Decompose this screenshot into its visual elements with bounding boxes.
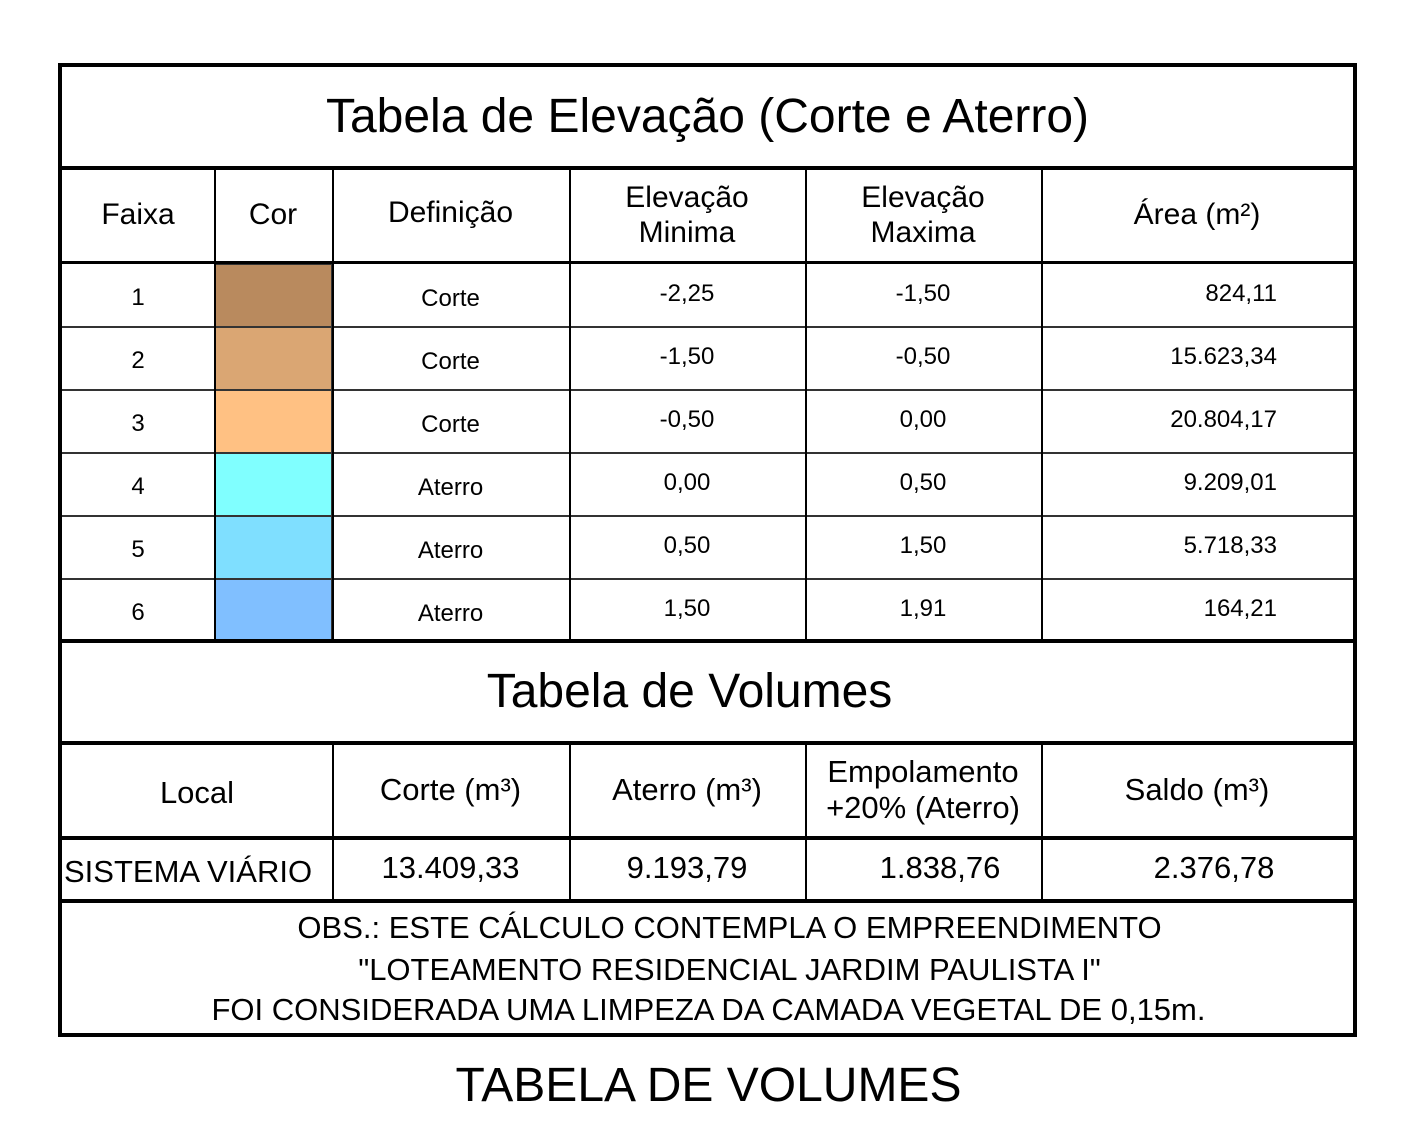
row-divider	[62, 452, 1353, 454]
volume-table-title: Tabela de Volumes	[486, 665, 893, 719]
divider	[62, 639, 1353, 643]
header-area: Área (m²)	[1133, 198, 1261, 232]
elev-max-cell: 1,50	[899, 531, 947, 559]
header-definicao: Definição	[387, 196, 514, 230]
volume-local: SISTEMA VIÁRIO	[64, 853, 313, 889]
obs-line-3: FOI CONSIDERADA UMA LIMPEZA DA CAMADA VE…	[211, 992, 1206, 1027]
area-cell: 15.623,34	[1170, 342, 1277, 370]
elev-min-cell: 0,50	[663, 531, 711, 559]
color-swatch	[215, 579, 332, 642]
row-divider	[62, 578, 1353, 580]
header-aterro: Aterro (m³)	[612, 771, 762, 807]
color-swatch	[215, 390, 332, 453]
col-divider	[805, 170, 807, 639]
color-swatch	[215, 516, 332, 579]
divider	[62, 261, 1353, 264]
volume-table-frame: Tabela de Elevação (Corte e Aterro) Faix…	[58, 63, 1357, 1037]
col-divider	[569, 170, 571, 639]
elev-min-cell: -2,25	[659, 279, 715, 307]
col-divider	[332, 745, 334, 899]
elev-max-cell: -0,50	[895, 342, 951, 370]
header-empolamento: Empolamento +20% (Aterro)	[826, 753, 1020, 825]
elev-max-cell: 0,00	[899, 405, 947, 433]
header-corte: Corte (m³)	[379, 771, 522, 807]
definicao-cell: Corte	[421, 347, 480, 375]
col-divider	[805, 745, 807, 899]
faixa-cell: 6	[131, 598, 145, 626]
elev-max-cell: 1,91	[899, 594, 947, 622]
area-cell: 824,11	[1205, 279, 1277, 307]
col-divider	[569, 745, 571, 899]
definicao-cell: Aterro	[417, 599, 484, 627]
divider	[62, 836, 1353, 840]
area-cell: 20.804,17	[1170, 405, 1277, 433]
volume-saldo: 2.376,78	[1153, 849, 1275, 885]
volume-empolamento: 1.838,76	[879, 849, 1001, 885]
row-divider	[62, 389, 1353, 391]
faixa-cell: 1	[131, 283, 145, 311]
header-elevacao-minima: Elevação Minima	[625, 181, 749, 249]
elevation-table-title: Tabela de Elevação (Corte e Aterro)	[325, 89, 1090, 143]
col-divider	[1041, 745, 1043, 899]
page-caption: TABELA DE VOLUMES	[455, 1059, 962, 1112]
volume-aterro: 9.193,79	[626, 849, 748, 885]
definicao-cell: Aterro	[417, 473, 484, 501]
color-swatch	[215, 264, 332, 327]
color-swatch	[215, 453, 332, 516]
definicao-cell: Corte	[421, 284, 480, 312]
faixa-cell: 3	[131, 409, 145, 437]
elev-min-cell: 0,00	[663, 468, 711, 496]
definicao-cell: Corte	[421, 410, 480, 438]
color-swatch	[215, 327, 332, 390]
elev-min-cell: 1,50	[663, 594, 711, 622]
col-divider	[1041, 170, 1043, 639]
row-divider	[62, 515, 1353, 517]
elev-min-cell: -0,50	[659, 405, 715, 433]
elev-min-cell: -1,50	[659, 342, 715, 370]
faixa-cell: 2	[131, 346, 145, 374]
header-faixa: Faixa	[101, 198, 175, 232]
divider	[62, 899, 1353, 903]
elev-max-cell: 0,50	[899, 468, 947, 496]
header-cor: Cor	[248, 198, 298, 232]
header-elevacao-maxima: Elevação Maxima	[861, 181, 985, 249]
volume-corte: 13.409,33	[381, 849, 520, 885]
definicao-cell: Aterro	[417, 536, 484, 564]
row-divider	[62, 326, 1353, 328]
faixa-cell: 4	[131, 472, 145, 500]
area-cell: 9.209,01	[1183, 468, 1277, 496]
col-divider	[214, 170, 216, 639]
faixa-cell: 5	[131, 535, 145, 563]
col-divider	[332, 170, 334, 639]
header-local: Local	[159, 774, 235, 810]
area-cell: 5.718,33	[1183, 531, 1277, 559]
obs-line-2: "LOTEAMENTO RESIDENCIAL JARDIM PAULISTA …	[358, 952, 1101, 987]
observations: OBS.: ESTE CÁLCULO CONTEMPLA O EMPREENDI…	[62, 909, 1353, 1030]
divider	[62, 741, 1353, 745]
elev-max-cell: -1,50	[895, 279, 951, 307]
area-cell: 164,21	[1203, 594, 1277, 622]
divider	[62, 166, 1353, 170]
obs-line-1: OBS.: ESTE CÁLCULO CONTEMPLA O EMPREENDI…	[297, 910, 1162, 945]
header-saldo: Saldo (m³)	[1124, 771, 1270, 807]
